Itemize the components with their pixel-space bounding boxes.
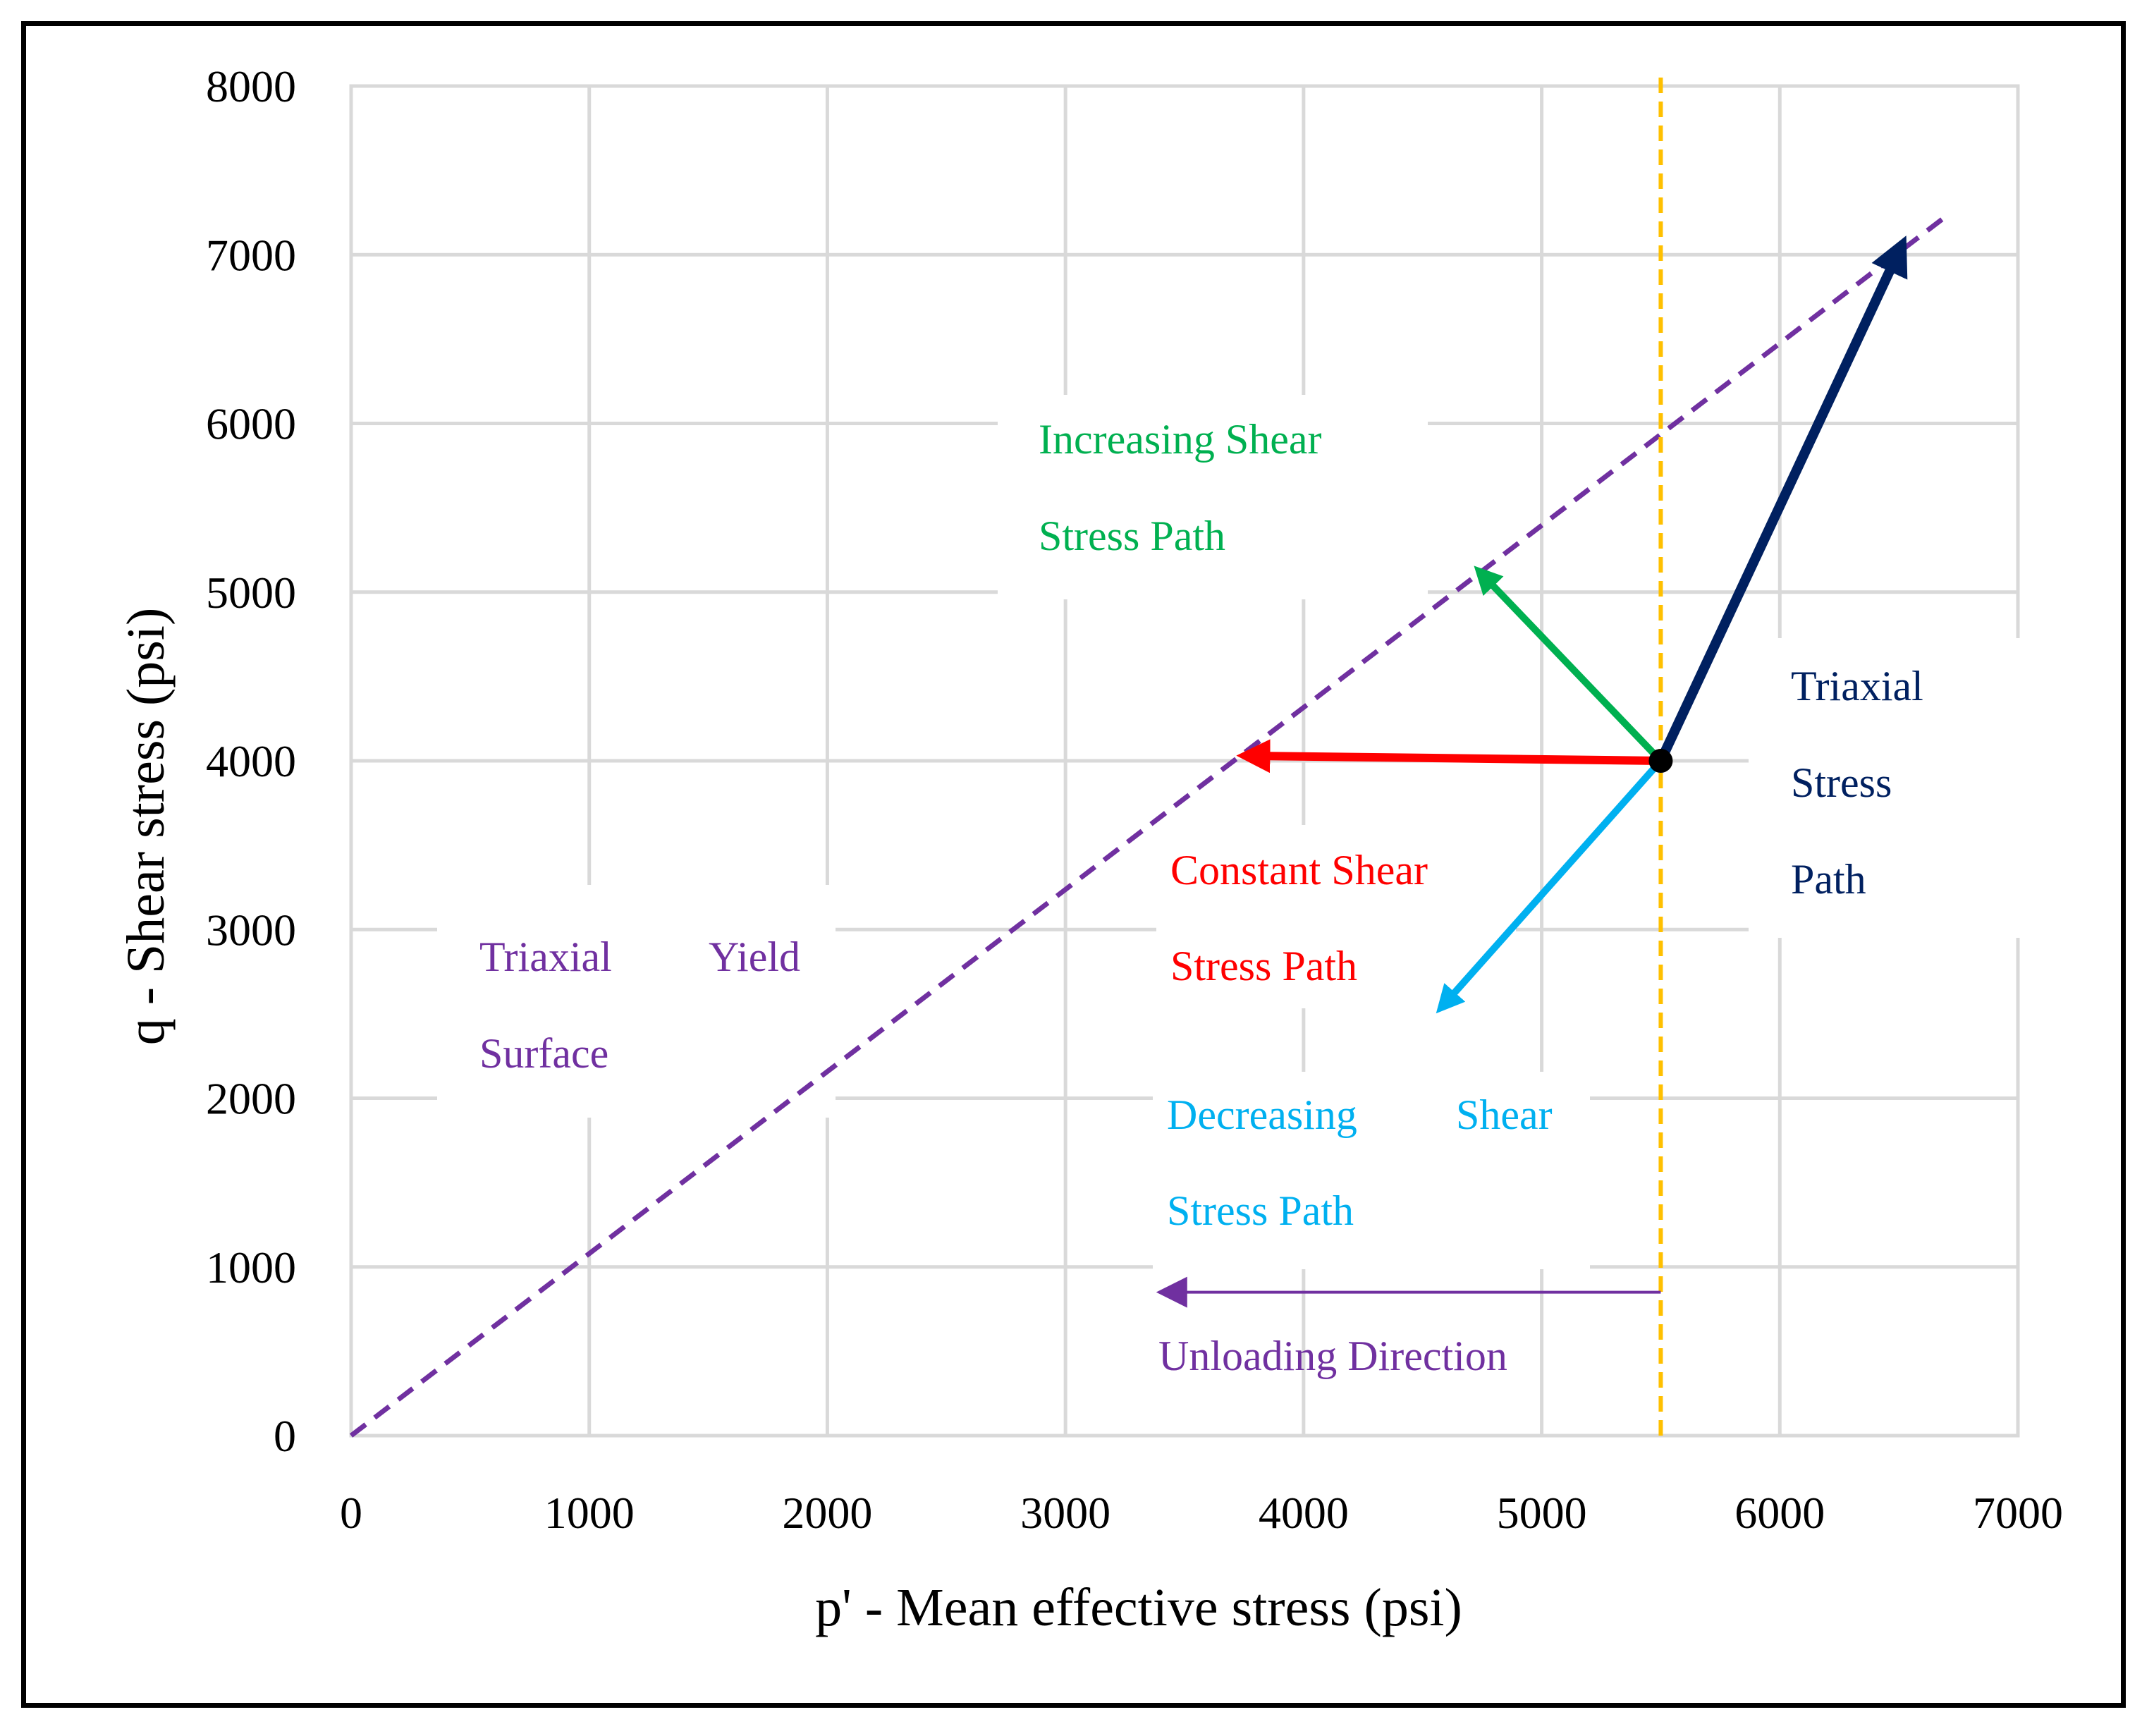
y-axis-title: q - Shear stress (psi) [116,608,176,1046]
triaxial-path-label-line1: Triaxial [1791,663,1923,709]
label-bg-decreasing [1153,1072,1590,1269]
x-tick-label: 0 [340,1488,362,1538]
yield-label-word1: Triaxial [479,934,612,980]
y-tick-label: 4000 [206,736,296,786]
unloading-label: Unloading Direction [1158,1333,1507,1379]
label-bg-constant [1156,825,1516,1008]
stress-start-point [1648,749,1673,773]
label-bg-yield [437,885,836,1118]
triaxial-path-label-line2: Stress [1791,759,1892,806]
x-tick-label: 5000 [1497,1488,1587,1538]
y-tick-label: 2000 [206,1074,296,1124]
x-tick-label: 1000 [544,1488,635,1538]
y-tick-label: 3000 [206,905,296,955]
x-tick-label: 7000 [1973,1488,2063,1538]
y-tick-label: 5000 [206,568,296,618]
increasing-shear-stress-path-arrow [1474,566,1664,764]
x-axis-title: p' - Mean effective stress (psi) [815,1578,1462,1637]
y-tick-label: 6000 [206,399,296,449]
constant-label-line1: Constant Shear [1170,847,1428,893]
yield-label-word2: Yield [709,934,800,980]
increasing-label-line1: Increasing Shear [1039,416,1322,463]
y-tick-label: 1000 [206,1242,296,1292]
constant-label-line2: Stress Path [1170,943,1357,989]
y-axis-tick-labels: 0 1000 2000 3000 4000 5000 6000 7000 8000 [206,61,296,1461]
decreasing-label-word1: Decreasing [1167,1092,1357,1138]
label-bg-triaxial-path [1749,638,2027,938]
triaxial-stress-path-arrow [1656,236,1908,763]
increasing-label-line2: Stress Path [1039,513,1225,559]
x-axis-tick-labels: 0 1000 2000 3000 4000 5000 6000 7000 [340,1488,2063,1538]
x-tick-label: 3000 [1020,1488,1110,1538]
decreasing-label-word2: Shear [1456,1092,1553,1138]
decreasing-shear-stress-path-arrow [1436,758,1664,1014]
yield-label-line2: Surface [479,1030,608,1077]
x-tick-label: 4000 [1259,1488,1349,1538]
y-tick-label: 0 [274,1411,296,1461]
x-tick-label: 2000 [782,1488,872,1538]
y-tick-label: 7000 [206,230,296,280]
decreasing-label-line2: Stress Path [1167,1187,1354,1234]
triaxial-yield-surface-line [349,214,1948,1438]
x-tick-label: 6000 [1734,1488,1825,1538]
constant-shear-stress-path-arrow [1236,739,1661,774]
label-bg-increasing [998,395,1428,599]
triaxial-path-label-line3: Path [1791,856,1866,903]
y-tick-label: 8000 [206,61,296,111]
